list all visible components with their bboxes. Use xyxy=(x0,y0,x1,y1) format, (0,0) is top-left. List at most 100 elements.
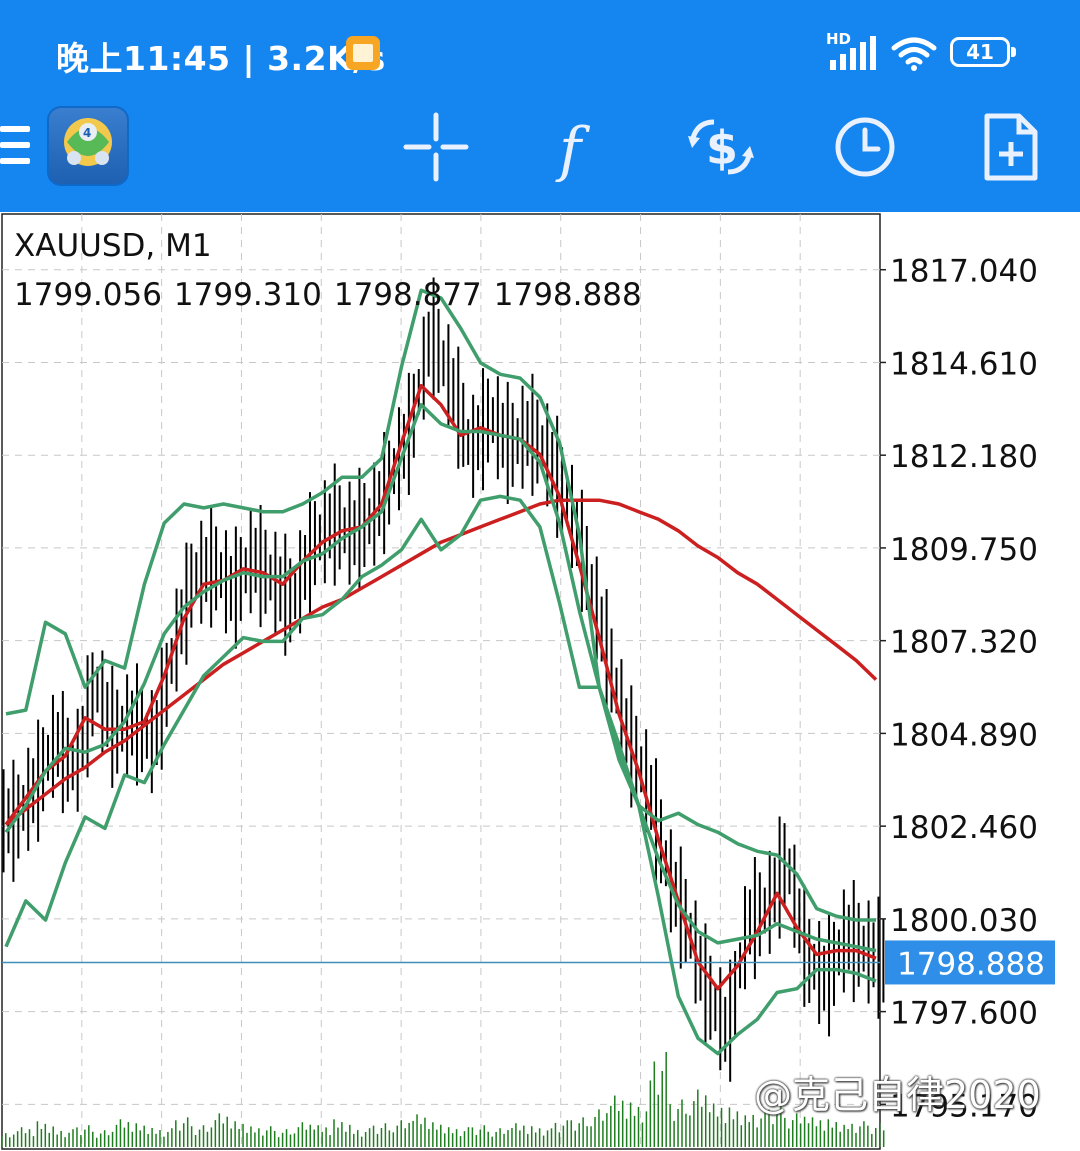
volume-bar xyxy=(744,1115,747,1147)
volume-bar xyxy=(780,1105,782,1147)
y-tick-label: 1814.610 xyxy=(890,346,1038,382)
clock-icon[interactable] xyxy=(830,112,900,182)
volume-bar xyxy=(48,1132,51,1147)
volume-bar xyxy=(859,1126,861,1147)
volume-bar xyxy=(44,1123,47,1147)
volume-bar xyxy=(436,1129,438,1147)
volume-bar xyxy=(530,1126,533,1147)
volume-bar xyxy=(254,1132,256,1147)
volume-bar xyxy=(321,1131,323,1147)
volume-bar xyxy=(661,1071,663,1147)
volume-bar xyxy=(491,1136,493,1147)
volume-bar xyxy=(459,1136,462,1147)
volume-bar xyxy=(127,1122,130,1147)
volume-bar xyxy=(629,1102,632,1147)
volume-bar xyxy=(740,1125,743,1147)
volume-bar xyxy=(333,1119,335,1147)
volume-bar xyxy=(119,1119,122,1147)
volume-bar xyxy=(36,1121,39,1147)
volume-bar xyxy=(341,1122,343,1147)
volume-bar xyxy=(360,1136,363,1147)
volume-bar xyxy=(388,1130,391,1147)
volume-bar xyxy=(495,1131,497,1147)
volume-bar xyxy=(602,1120,604,1147)
volume-bar xyxy=(313,1129,315,1147)
current-price-label-bg xyxy=(885,940,1055,985)
volume-bar xyxy=(637,1106,640,1147)
volume-bar xyxy=(649,1080,652,1147)
volume-bar xyxy=(384,1123,387,1147)
volume-bar xyxy=(72,1129,74,1147)
volume-bar xyxy=(277,1137,280,1147)
volume-bar xyxy=(558,1132,561,1147)
volume-bar xyxy=(92,1131,94,1147)
volume-bar xyxy=(554,1122,557,1147)
volume-bar xyxy=(507,1130,509,1147)
volume-bar xyxy=(665,1052,667,1147)
volume-bar xyxy=(175,1120,177,1147)
volume-bar xyxy=(60,1130,62,1147)
volume-bar xyxy=(99,1133,102,1147)
volume-bar xyxy=(550,1128,553,1147)
volume-bar xyxy=(258,1128,260,1147)
volume-bar xyxy=(356,1130,359,1147)
volume-bar xyxy=(807,1123,810,1147)
volume-bar xyxy=(131,1131,134,1147)
volume-bar xyxy=(515,1123,517,1147)
volume-bar xyxy=(831,1127,834,1147)
volume-bar xyxy=(230,1128,232,1147)
volume-bar xyxy=(621,1100,624,1147)
ohlc-readout: 1799.056 1799.310 1798.877 1798.888 xyxy=(14,277,654,313)
volume-bar xyxy=(689,1115,691,1147)
crosshair-icon[interactable] xyxy=(401,112,471,182)
new-order-icon[interactable] xyxy=(975,112,1045,182)
volume-bar xyxy=(56,1134,58,1147)
chart-symbol-label: XAUUSD, M1 xyxy=(14,228,212,264)
volume-bar xyxy=(764,1111,766,1147)
volume-bar xyxy=(139,1130,141,1147)
volume-bar xyxy=(186,1117,189,1147)
volume-bar xyxy=(194,1135,197,1147)
price-chart[interactable]: 1817.040 1814.610 1812.180 1809.750 1807.320… xyxy=(0,212,1080,1151)
volume-bar xyxy=(811,1117,814,1147)
metatrader-4-logo[interactable]: 4 xyxy=(47,106,129,186)
volume-bar xyxy=(697,1089,699,1147)
volume-bar xyxy=(392,1132,395,1147)
volume-bar xyxy=(748,1122,750,1147)
volume-bar xyxy=(24,1133,27,1147)
volume-bar xyxy=(443,1133,446,1147)
volume-bar xyxy=(795,1113,798,1147)
volume-bar xyxy=(404,1128,406,1147)
top-app-bar: 晚上11:45 | 3.2K/s HD 41 4 f $ xyxy=(0,0,1080,212)
volume-bar xyxy=(523,1125,525,1147)
volume-bar xyxy=(606,1113,608,1147)
volume-bar xyxy=(103,1130,106,1147)
volume-bar xyxy=(479,1129,482,1147)
volume-bar xyxy=(843,1124,845,1147)
volume-bar xyxy=(867,1125,869,1147)
volume-bar xyxy=(353,1133,355,1147)
y-tick-label: 1795.170 xyxy=(890,1088,1038,1124)
volume-bar xyxy=(732,1119,735,1147)
volume-bar xyxy=(511,1128,513,1147)
volume-bar xyxy=(538,1128,541,1147)
indicators-f-icon[interactable]: f xyxy=(545,112,615,182)
volume-bar xyxy=(574,1130,576,1147)
series-line-band-lower xyxy=(4,494,877,1056)
menu-icon[interactable] xyxy=(0,126,30,168)
volume-bar xyxy=(380,1128,383,1147)
volume-bar xyxy=(641,1122,644,1147)
volume-bar xyxy=(135,1123,138,1147)
volume-bar xyxy=(570,1120,573,1147)
volume-bar xyxy=(107,1135,110,1147)
volume-bar xyxy=(724,1123,727,1147)
volume-bar xyxy=(28,1129,31,1147)
trade-dollar-icon[interactable]: $ xyxy=(686,112,756,182)
volume-bar xyxy=(534,1132,537,1147)
volume-bar xyxy=(578,1123,580,1147)
volume-bar xyxy=(827,1119,830,1147)
svg-text:4: 4 xyxy=(83,126,91,140)
volume-bar xyxy=(376,1133,379,1147)
status-time-speed: 晚上11:45 | 3.2K/s xyxy=(56,39,386,78)
volume-bar xyxy=(20,1127,23,1147)
